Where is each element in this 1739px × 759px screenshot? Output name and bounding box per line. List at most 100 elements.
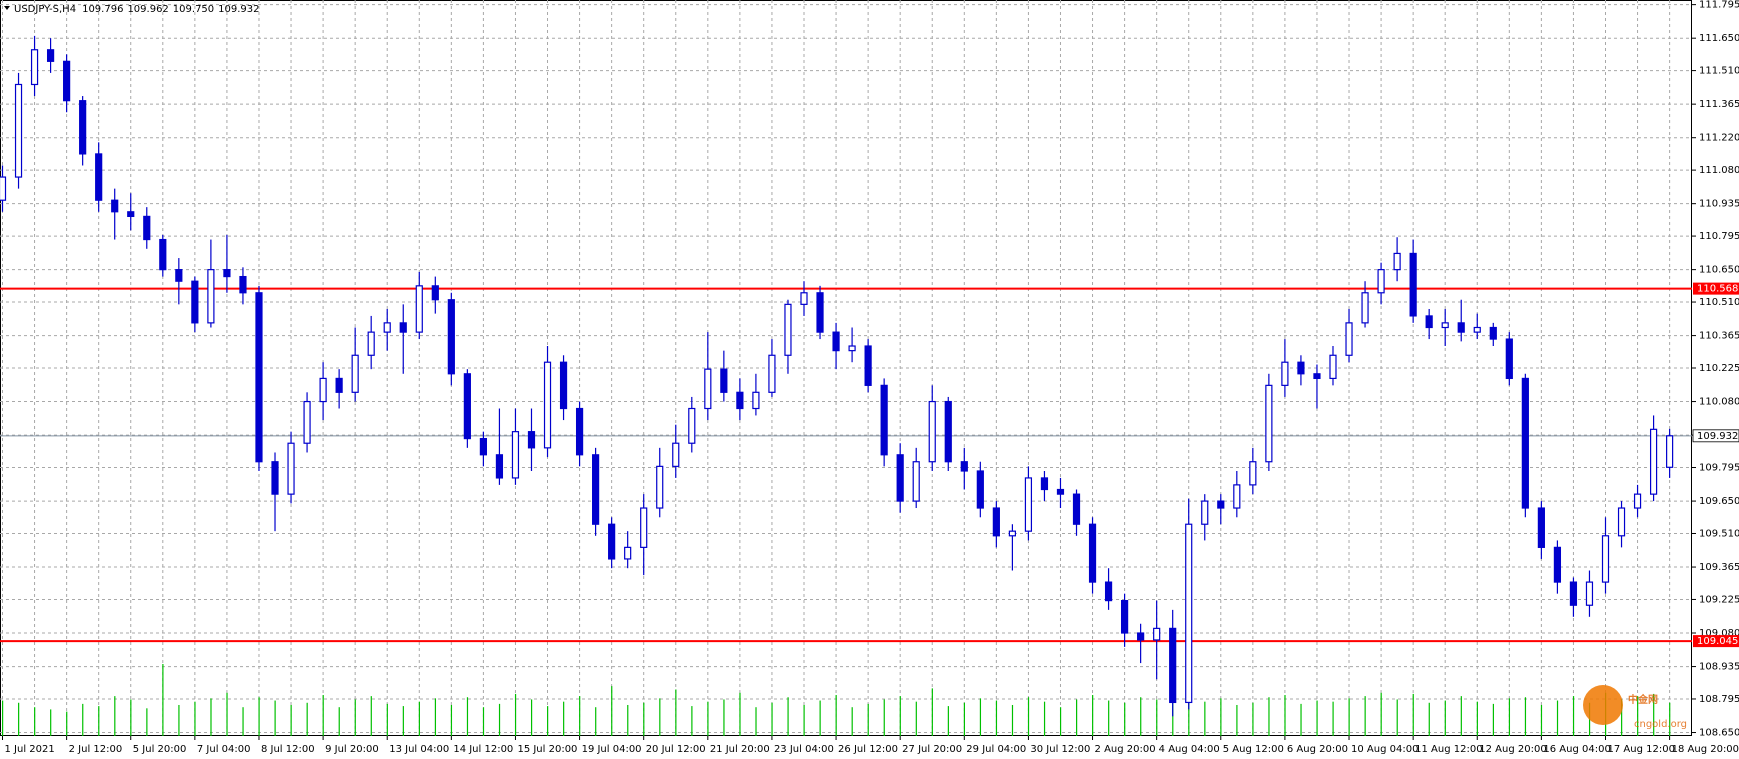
candle-body [784, 303, 792, 356]
x-tick-label: 10 Aug 04:00 [1351, 744, 1418, 755]
current-price-box [1692, 429, 1739, 443]
candle-body [383, 322, 391, 333]
volume-bar [402, 706, 404, 736]
volume-bar [1204, 701, 1206, 736]
candle-body [944, 400, 952, 463]
x-tick-label: 5 Aug 12:00 [1223, 744, 1284, 755]
candle-body [63, 60, 71, 102]
volume-bar [1476, 701, 1478, 736]
x-tick-label: 13 Jul 04:00 [389, 744, 449, 755]
y-tick-label: 109.510 [1699, 528, 1739, 539]
volume-bar [547, 706, 549, 736]
candle-body [1104, 581, 1113, 602]
volume-bar [178, 704, 180, 736]
volume-bar [675, 689, 677, 736]
candle-body [143, 215, 151, 241]
y-tick-label: 111.220 [1699, 133, 1739, 144]
candle-body [1249, 461, 1257, 486]
volume-bar [98, 706, 100, 736]
candle-body [1633, 493, 1642, 509]
candle-body [912, 461, 920, 502]
candle-body [447, 299, 455, 375]
volume-bar [274, 700, 276, 736]
candle-body [1361, 292, 1369, 324]
candle-body [559, 361, 568, 410]
candle-body [800, 292, 808, 305]
level-label-box [1693, 282, 1739, 295]
y-tick-label: 111.365 [1699, 99, 1739, 110]
volume-bar [1043, 701, 1046, 736]
candle-body [1649, 428, 1658, 495]
candle-body [1120, 600, 1129, 634]
candle-body [255, 292, 263, 463]
candle-body [816, 292, 824, 333]
volume-bar [691, 706, 693, 736]
title-value: 109.962 [127, 4, 168, 15]
volume-bar [242, 707, 244, 736]
candle-body [1569, 581, 1578, 606]
volume-bar [130, 699, 132, 736]
volume-bar [1621, 699, 1623, 736]
candle-body [768, 354, 776, 393]
candle-body [287, 442, 295, 495]
volume-bar [194, 701, 196, 736]
y-tick-label: 108.935 [1699, 662, 1739, 673]
candle-body [463, 373, 471, 440]
candle-body [1537, 507, 1545, 548]
volume-bar [1428, 702, 1430, 736]
y-tick-label: 111.650 [1699, 33, 1739, 44]
volume-bar [643, 702, 645, 736]
volume-bar [707, 701, 709, 736]
candle-body [1056, 488, 1065, 495]
candle-body [1489, 326, 1497, 340]
volume-bar [1508, 698, 1511, 736]
volume-bar [1669, 702, 1671, 736]
volume-bar [723, 699, 725, 736]
x-tick-label: 27 Jul 20:00 [902, 744, 962, 755]
volume-bar [1332, 701, 1334, 736]
candle-body [1072, 493, 1081, 525]
volume-bar [899, 696, 901, 736]
volume-bar [50, 709, 52, 736]
title-symbol: USDJPY-S,H4 [14, 4, 76, 15]
candle-body [303, 400, 311, 444]
volume-bar [450, 704, 453, 736]
volume-bar [1444, 700, 1446, 736]
y-tick-label: 110.510 [1699, 297, 1739, 308]
y-tick-label: 109.080 [1699, 628, 1739, 639]
candle-body [928, 400, 936, 463]
y-tick-label: 110.225 [1699, 363, 1739, 374]
x-tick-label: 8 Jul 12:00 [261, 744, 315, 755]
candle-body [624, 546, 632, 560]
volume-bar [1252, 702, 1254, 736]
candle-body [1088, 523, 1097, 583]
candle-body [1265, 384, 1273, 463]
level-label: 110.568 [1697, 284, 1738, 295]
x-tick-label: 15 Jul 20:00 [517, 744, 577, 755]
volume-bar [787, 697, 789, 736]
candle-body [415, 285, 423, 333]
y-tick-label: 111.080 [1699, 165, 1739, 176]
volume-bar [66, 711, 68, 736]
candle-body [111, 199, 119, 213]
symbol-marker [4, 6, 10, 10]
volume-bar [851, 707, 853, 736]
y-tick-label: 109.225 [1699, 594, 1739, 605]
y-tick-label: 108.650 [1699, 728, 1739, 739]
volume-bar [146, 708, 148, 736]
volume-bar [1300, 703, 1302, 736]
candle-body [896, 454, 904, 502]
candle-body [1617, 507, 1626, 537]
volume-bar [82, 703, 84, 736]
candle-body [30, 49, 39, 86]
candle-body [1553, 546, 1562, 583]
candle-body [848, 345, 856, 352]
volume-bar [1524, 697, 1527, 736]
volume-bar [931, 688, 933, 736]
volume-bar [771, 702, 773, 736]
volume-bar [611, 686, 613, 736]
candle-body [367, 331, 375, 356]
candle-body [175, 269, 183, 282]
candle-body [14, 83, 23, 178]
